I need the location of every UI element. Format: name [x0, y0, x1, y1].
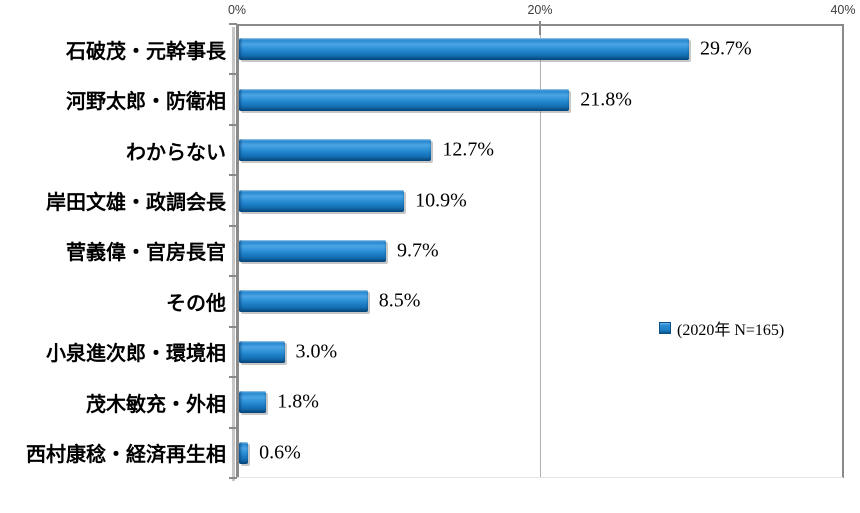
bar — [239, 88, 570, 111]
plot-right-border — [842, 24, 844, 478]
y-axis-line — [236, 24, 239, 478]
bar — [239, 38, 689, 61]
x-tick-label: 40% — [830, 3, 856, 17]
category-label: その他 — [166, 292, 226, 315]
value-label: 29.7% — [699, 37, 752, 60]
value-label: 9.7% — [396, 239, 439, 262]
bar — [239, 391, 267, 414]
y-axis-tick — [229, 174, 237, 177]
value-label: 12.7% — [442, 138, 495, 161]
bar — [239, 290, 368, 313]
x-tick-label: 0% — [227, 3, 247, 17]
bar — [239, 239, 386, 262]
legend-label: (2020年 N=165) — [677, 322, 785, 339]
y-axis-tick — [229, 325, 237, 328]
chart-row: 菅義偉・官房長官 9.7% — [0, 226, 860, 276]
category-label: 茂木敏充・外相 — [86, 393, 226, 416]
value-label: 3.0% — [295, 340, 338, 363]
category-label: 菅義偉・官房長官 — [66, 242, 226, 265]
category-label: 石破茂・元幹事長 — [66, 40, 226, 63]
y-axis-tick — [229, 73, 237, 76]
category-label: 岸田文雄・政調会長 — [46, 192, 226, 215]
chart-row: わからない 12.7% — [0, 125, 860, 175]
value-label: 1.8% — [277, 390, 319, 413]
chart-row: 岸田文雄・政調会長 10.9% — [0, 175, 860, 225]
y-axis-tick — [229, 275, 237, 278]
top-tick-20pct — [539, 21, 541, 35]
category-label: わからない — [126, 141, 226, 164]
plot-bottom-border — [237, 477, 843, 478]
category-label: 西村康稔・経済再生相 — [26, 444, 226, 467]
y-axis-tick — [229, 123, 237, 126]
chart-row: 小泉進次郎・環境相 3.0% — [0, 327, 860, 377]
bar — [239, 340, 285, 363]
y-axis-tick — [229, 426, 237, 429]
y-axis-tick — [229, 224, 237, 227]
bar — [239, 189, 405, 212]
bar — [239, 139, 432, 162]
x-axis-line — [237, 24, 844, 26]
value-label: 0.6% — [259, 441, 301, 464]
chart-row: 河野太郎・防衛相 21.8% — [0, 74, 860, 124]
category-label: 小泉進次郎・環境相 — [46, 343, 226, 366]
y-axis-tick — [229, 477, 237, 479]
value-label: 10.9% — [415, 189, 467, 212]
x-tick-label: 20% — [527, 3, 553, 17]
value-label: 8.5% — [378, 289, 421, 312]
chart-row: 茂木敏充・外相 1.8% — [0, 377, 860, 427]
chart-row: その他 8.5% — [0, 276, 860, 326]
legend: (2020年 N=165) — [659, 316, 784, 340]
category-label: 河野太郎・防衛相 — [66, 91, 226, 114]
y-axis-tick — [229, 23, 237, 25]
chart-row: 石破茂・元幹事長 29.7% — [0, 24, 860, 74]
bar — [239, 441, 249, 464]
gridline-20pct — [540, 24, 541, 478]
y-axis-tick — [229, 376, 237, 379]
chart-row: 西村康稔・経済再生相 0.6% — [0, 428, 860, 478]
legend-marker-icon — [659, 322, 671, 334]
value-label: 21.8% — [580, 88, 632, 111]
